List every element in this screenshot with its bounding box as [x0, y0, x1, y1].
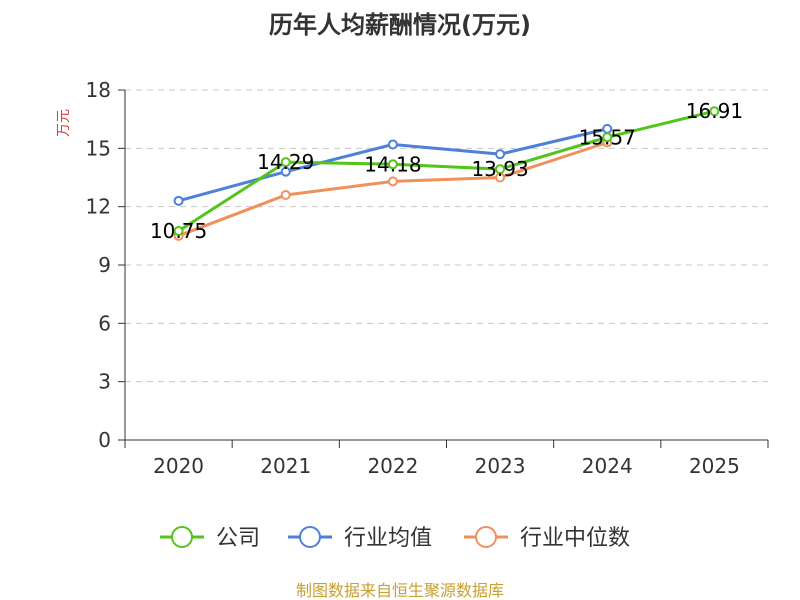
legend-label: 行业均值 [344, 526, 432, 551]
x-tick-label: 2020 [153, 454, 204, 478]
y-tick-label: 6 [98, 311, 111, 335]
x-tick-label: 2022 [367, 454, 418, 478]
x-tick-label: 2021 [260, 454, 311, 478]
legend-circle-marker [475, 526, 497, 548]
data-point [709, 106, 720, 117]
x-tick-label: 2023 [475, 454, 526, 478]
source-note: 制图数据来自恒生聚源数据库 [296, 581, 504, 600]
data-label: 15.57 [579, 125, 636, 149]
y-tick-label: 3 [98, 370, 111, 394]
data-label: 14.29 [257, 150, 314, 174]
data-label: 10.75 [150, 219, 207, 243]
data-point [280, 166, 291, 177]
series-lines [173, 106, 720, 241]
legend-label: 行业中位数 [520, 526, 630, 551]
y-tick-label: 15 [86, 136, 111, 160]
legend-item[interactable]: 行业中位数 [464, 526, 630, 551]
y-axis-label: 万元 [56, 109, 72, 137]
data-point [387, 139, 398, 150]
data-point [387, 159, 398, 170]
grid-lines [125, 89, 768, 383]
legend-item[interactable]: 公司 [160, 526, 260, 551]
legend-label: 公司 [216, 526, 260, 551]
data-label: 16.91 [686, 99, 743, 123]
data-labels: 10.75 14.29 14.18 13.93 15.57 16.91 [150, 99, 743, 243]
chart-title: 历年人均薪酬情况(万元) [269, 11, 531, 39]
y-tick-label: 18 [86, 78, 111, 102]
data-point [602, 132, 613, 143]
data-label: 13.93 [471, 157, 528, 181]
y-tick-label: 0 [98, 428, 111, 452]
y-tick-label: 12 [86, 195, 111, 219]
x-tick-label: 2024 [582, 454, 633, 478]
legend-item[interactable]: 行业均值 [288, 526, 432, 551]
data-point [280, 157, 291, 168]
y-tick-label: 9 [98, 253, 111, 277]
axes: 0 3 6 9 12 15 18 2020 2021 2022 2023 2024 2025 [86, 78, 769, 478]
x-tick-label: 2025 [689, 454, 740, 478]
data-point [280, 190, 291, 200]
data-label: 14.18 [364, 152, 421, 176]
data-point [495, 164, 506, 175]
data-point [173, 195, 184, 206]
data-point [495, 149, 506, 160]
legend-circle-marker [299, 526, 321, 548]
data-point [173, 225, 184, 236]
legend[interactable]: 公司 行业均值 行业中位数 [160, 526, 630, 551]
legend-circle-marker [171, 526, 193, 548]
series-line [177, 109, 715, 233]
data-point [387, 176, 398, 187]
